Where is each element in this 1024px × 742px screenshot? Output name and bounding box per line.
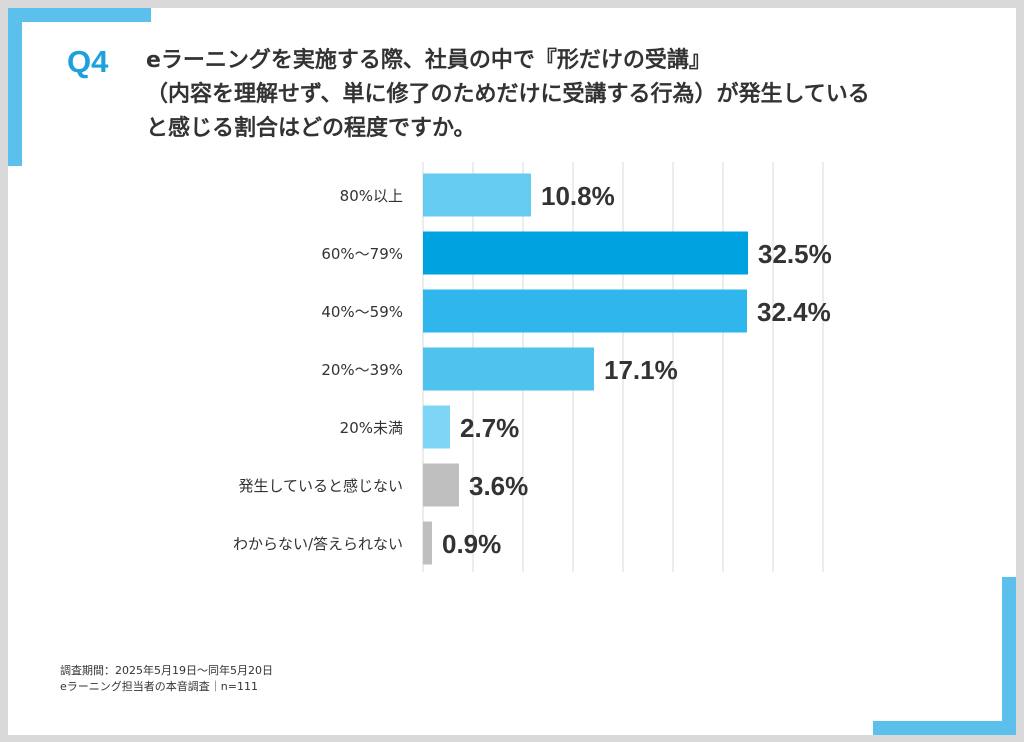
bar [423,521,432,565]
value-label: 17.1% [604,355,678,385]
category-label: 20%未満 [340,419,403,437]
survey-period: 調査期間：2025年5月19日～同年5月20日 [60,664,273,677]
corner-accent-top-left [8,8,22,166]
question-text: eラーニングを実施する際、社員の中で『形だけの受講』 （内容を理解せず、単に修了… [146,44,986,146]
category-label: 40%～59% [321,303,403,321]
corner-accent-top-left-horizontal [8,8,151,22]
value-labels: 10.8% 32.5% 32.4% 17.1% 2.7% 3.6% 0.9% [442,181,832,559]
bar [423,405,450,449]
question-line: eラーニングを実施する際、社員の中で『形だけの受講』 [146,48,711,73]
value-label: 2.7% [460,413,519,443]
survey-source: eラーニング担当者の本音調査｜n=111 [60,680,258,693]
category-label: 80%以上 [340,187,403,205]
category-label: 20%～39% [321,361,403,379]
value-label: 32.5% [758,239,832,269]
category-label: 発生していると感じない [238,477,403,495]
question-line: （内容を理解せず、単に修了のためだけに受講する行為）が発生している [146,82,870,107]
category-labels: 80%以上 60%～79% 40%～59% 20%～39% 20%未満発生していると感じ… [233,187,403,553]
bar [423,463,459,507]
category-label: わからない/答えられない [233,535,403,553]
question-line: と感じる割合はどの程度ですか。 [146,116,476,141]
bar [423,231,748,275]
bar [423,289,747,333]
question-number: Q4 [67,44,109,79]
bar [423,173,531,217]
corner-accent-bottom-right-horizontal [873,721,1016,735]
value-label: 10.8% [541,181,615,211]
bars [423,173,748,565]
value-label: 32.4% [757,297,831,327]
category-label: 60%～79% [321,245,403,263]
value-label: 0.9% [442,529,501,559]
corner-accent-bottom-right [1002,577,1016,735]
survey-note: 調査期間：2025年5月19日～同年5月20日 eラーニング担当者の本音調査｜n… [60,663,273,695]
bar [423,347,594,391]
value-label: 3.6% [469,471,528,501]
